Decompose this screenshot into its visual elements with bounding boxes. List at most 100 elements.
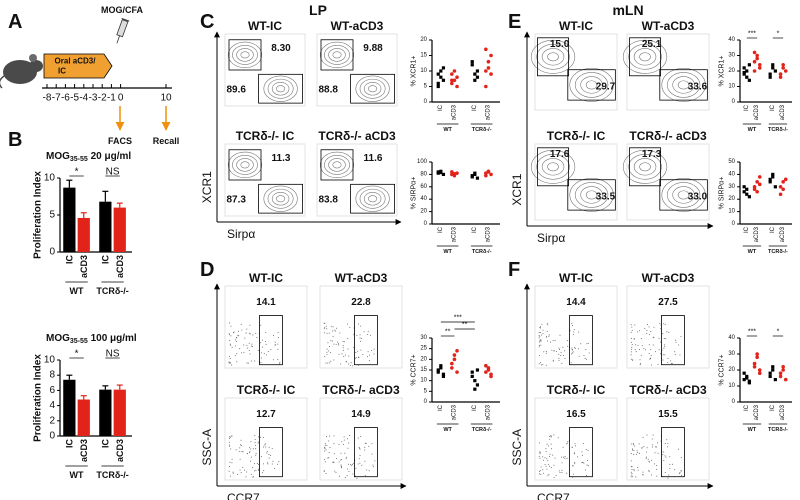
flow-event: [260, 436, 262, 438]
data-point: [752, 365, 757, 369]
flow-event: [564, 358, 566, 360]
flow-event: [366, 469, 368, 471]
y-tick-label: 30: [420, 335, 427, 341]
flow-event: [324, 332, 326, 334]
data-point: [436, 370, 440, 374]
x-tick-label: IC: [438, 226, 444, 233]
flow-event: [265, 443, 267, 445]
flow-contour: [628, 44, 662, 70]
flow-event: [230, 448, 232, 450]
flow-event: [364, 446, 366, 448]
data-point: [752, 361, 757, 366]
flow-event: [229, 340, 231, 342]
flow-event: [554, 457, 556, 459]
flow-event: [571, 322, 573, 324]
flow-event: [547, 324, 549, 326]
y-tick-label: 60: [420, 184, 427, 190]
flow-event: [325, 473, 327, 475]
flow-event: [545, 465, 547, 467]
flow-event: [630, 354, 632, 356]
data-point: [452, 69, 457, 73]
data-point: [439, 364, 443, 368]
flow-event: [648, 352, 650, 354]
flow-event: [550, 341, 552, 343]
flow-event: [359, 462, 361, 464]
flow-event: [373, 353, 375, 355]
flow-contour: [363, 82, 382, 96]
flow-event: [368, 360, 370, 362]
y-tick-label: 0: [49, 247, 55, 258]
flow-event: [539, 327, 541, 329]
flow-event: [669, 463, 671, 465]
flow-event: [229, 358, 231, 360]
flow-event: [345, 458, 347, 460]
flow-event: [645, 457, 647, 459]
flow-event: [635, 476, 637, 478]
flow-contour: [536, 154, 570, 180]
flow-y-label: SSC-A: [510, 429, 524, 466]
flow-event: [631, 469, 633, 471]
flow-event: [267, 350, 269, 352]
flow-event: [663, 338, 665, 340]
y-axis-label: Proliferation Index: [33, 171, 44, 259]
flow-event: [348, 442, 350, 444]
data-point: [747, 195, 751, 199]
flow-event: [355, 357, 357, 359]
flow-event: [662, 454, 664, 456]
flow-event: [237, 330, 239, 332]
flow-event: [658, 349, 660, 351]
flow-event: [342, 345, 344, 347]
flow-event: [633, 453, 635, 455]
flow-event: [546, 468, 548, 470]
flow-plot-title: WT-IC: [559, 271, 593, 285]
flow-event: [348, 470, 350, 472]
flow-event: [547, 460, 549, 462]
flow-event: [574, 462, 576, 464]
flow-gate: [354, 315, 378, 366]
flow-event: [239, 451, 241, 453]
data-point: [757, 175, 762, 179]
flow-contour: [580, 76, 603, 94]
chart-title-sub: 35-55: [70, 338, 88, 345]
y-tick-label: 40: [728, 171, 735, 177]
flow-event: [631, 329, 633, 331]
flow-event: [639, 364, 641, 366]
data-point: [742, 190, 746, 194]
data-point: [771, 66, 775, 70]
flow-event: [581, 462, 583, 464]
flow-event: [360, 337, 362, 339]
flow-contour: [585, 190, 598, 200]
flow-event: [648, 326, 650, 328]
data-point: [752, 59, 757, 64]
flow-event: [659, 323, 661, 325]
data-point: [470, 60, 474, 64]
gate-percentage: 17.3: [642, 149, 662, 160]
flow-event: [325, 325, 327, 327]
flow-event: [278, 461, 280, 463]
flow-event: [660, 341, 662, 343]
flow-event: [539, 332, 541, 334]
flow-event: [355, 351, 357, 353]
bar: [99, 389, 112, 436]
flow-event: [633, 338, 635, 340]
bar: [113, 207, 126, 252]
data-point: [450, 72, 454, 76]
flow-event: [274, 344, 276, 346]
timeline-tick-label: -5: [70, 93, 79, 104]
flow-event: [324, 327, 326, 329]
flow-contour: [227, 151, 263, 178]
flow-event: [362, 354, 364, 356]
flow-event: [357, 463, 359, 465]
flow-event: [567, 442, 569, 444]
flow-event: [630, 476, 632, 478]
data-point: [484, 47, 488, 52]
flow-contour: [236, 48, 254, 62]
bar: [63, 379, 76, 436]
flow-event: [234, 345, 236, 347]
flow-event: [574, 443, 576, 445]
flow-contour: [332, 51, 342, 59]
y-axis-label: % SIRPα+: [411, 177, 418, 210]
flow-contour: [628, 154, 662, 180]
y-tick-label: 100: [417, 159, 428, 165]
flow-plot-title: WT-aCD3: [335, 271, 388, 285]
